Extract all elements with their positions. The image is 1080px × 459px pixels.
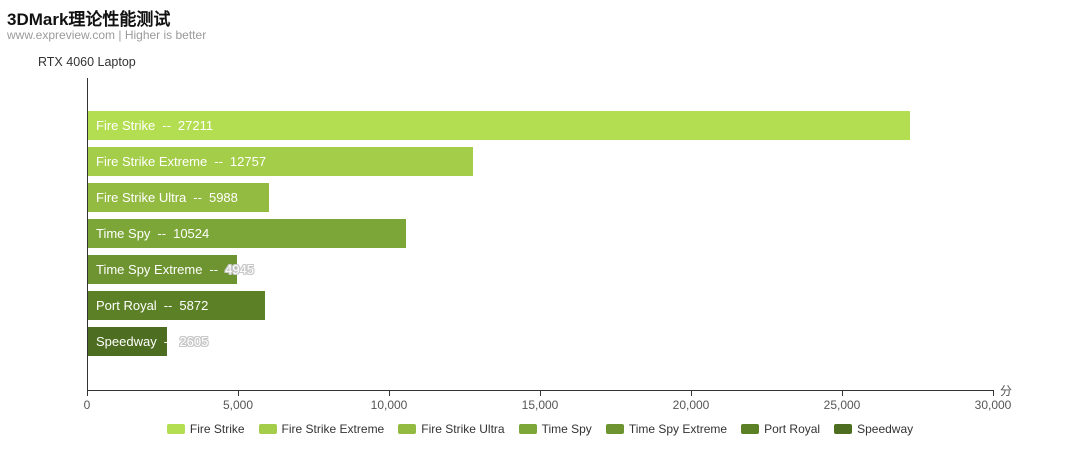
bar-label-name: Fire Strike	[96, 118, 156, 133]
legend-swatch-fire-strike-ultra	[398, 424, 417, 434]
x-tick-label-15-000: 15,000	[521, 398, 559, 412]
legend-item-speedway[interactable]: Speedway	[834, 422, 913, 436]
x-tick-label-25-000: 25,000	[823, 398, 861, 412]
x-tick-label-20-000: 20,000	[672, 398, 710, 412]
bar-fire-strike[interactable]	[88, 111, 910, 140]
bar-speedway[interactable]	[88, 327, 167, 356]
x-tick-0	[87, 391, 88, 396]
legend-swatch-port-royal	[741, 424, 760, 434]
legend-label-fire-strike-ultra: Fire Strike Ultra	[421, 422, 505, 436]
bar-fire-strike-extreme[interactable]	[88, 147, 473, 176]
bar-label-value: 2605	[179, 334, 209, 349]
bar-label-name: Speedway	[96, 334, 157, 349]
bar-label-name: Port Royal	[96, 298, 157, 313]
legend-item-port-royal[interactable]: Port Royal	[741, 422, 820, 436]
legend-label-port-royal: Port Royal	[764, 422, 821, 436]
x-tick-10-000	[389, 391, 390, 396]
x-tick-5-000	[238, 391, 239, 396]
x-axis-line	[87, 390, 994, 391]
bar-fire-strike-ultra[interactable]	[88, 183, 269, 212]
bar-time-spy[interactable]	[88, 219, 406, 248]
x-tick-20-000	[691, 391, 692, 396]
bar-time-spy-extreme[interactable]	[88, 255, 237, 284]
bar-label-time-spy-extreme: Time Spy Extreme -- 4945	[96, 255, 254, 284]
bar-row-time-spy-extreme: Time Spy Extreme -- 4945	[88, 255, 1008, 284]
legend-label-fire-strike-extreme: Fire Strike Extreme	[281, 422, 385, 436]
legend-swatch-fire-strike	[166, 424, 185, 434]
bar-label-separator: --	[209, 262, 219, 277]
legend-swatch-speedway	[834, 424, 853, 434]
bar-label-separator: --	[162, 118, 171, 133]
legend-label-time-spy: Time Spy	[541, 422, 592, 436]
legend-item-fire-strike[interactable]: Fire Strike	[166, 422, 245, 436]
bar-label-separator: --	[163, 298, 173, 313]
bar-label-name: Fire Strike Extreme	[96, 154, 208, 169]
chart-subtitle: www.expreview.com | Higher is better	[7, 28, 207, 42]
bar-label-name: Time Spy	[96, 226, 151, 241]
x-tick-label-5-000: 5,000	[222, 398, 254, 412]
legend-item-time-spy[interactable]: Time Spy	[518, 422, 592, 436]
bar-label-separator: --	[157, 226, 167, 241]
legend-swatch-fire-strike-extreme	[258, 424, 277, 434]
x-tick-label-0: 0	[83, 398, 91, 412]
legend-label-speedway: Speedway	[857, 422, 914, 436]
bar-label-fire-strike-extreme: Fire Strike Extreme -- 12757	[96, 147, 266, 176]
bar-label-separator: --	[214, 154, 223, 169]
bar-row-fire-strike-extreme: Fire Strike Extreme -- 12757	[88, 147, 1008, 176]
legend: Fire Strike Fire Strike Extreme Fire Strik…	[0, 422, 1080, 436]
bar-label-name: Fire Strike Ultra	[96, 190, 187, 205]
bar-label-value: 5988	[208, 190, 238, 205]
bar-row-time-spy: Time Spy -- 10524	[88, 219, 1008, 248]
bar-row-port-royal: Port Royal -- 5872	[88, 291, 1008, 320]
x-tick-15-000	[540, 391, 541, 396]
x-axis-unit-label: 分	[1000, 384, 1013, 398]
bar-label-value: 27211	[177, 118, 214, 133]
bar-row-fire-strike: Fire Strike -- 27211	[88, 111, 1008, 140]
x-tick-30-000	[993, 391, 994, 396]
bar-label-fire-strike: Fire Strike -- 27211	[96, 111, 213, 140]
bar-label-value: 10524	[173, 226, 210, 241]
bar-label-value: 12757	[229, 154, 267, 169]
bar-label-value: 5872	[179, 298, 209, 313]
bar-port-royal[interactable]	[88, 291, 265, 320]
y-axis-line	[87, 78, 88, 390]
bar-label-port-royal: Port Royal -- 5872	[96, 291, 208, 320]
legend-swatch-time-spy	[518, 424, 537, 434]
x-tick-25-000	[842, 391, 843, 396]
bar-row-speedway: Speedway -- 2605	[88, 327, 1008, 356]
legend-label-fire-strike: Fire Strike	[189, 422, 245, 436]
bar-label-separator: --	[163, 334, 173, 349]
bar-row-fire-strike-ultra: Fire Strike Ultra -- 5988	[88, 183, 1008, 212]
bar-label-separator: --	[193, 190, 202, 205]
legend-item-time-spy-extreme[interactable]: Time Spy Extreme	[605, 422, 728, 436]
bar-label-time-spy: Time Spy -- 10524	[96, 219, 209, 248]
bar-label-name: Time Spy Extreme	[96, 262, 203, 277]
chart-title: 3DMark理论性能测试	[7, 10, 171, 29]
bar-label-speedway: Speedway -- 2605	[96, 327, 208, 356]
series-label: RTX 4060 Laptop	[38, 55, 136, 69]
bar-label-value: 4945	[225, 262, 255, 277]
legend-label-time-spy-extreme: Time Spy Extreme	[628, 422, 728, 436]
bar-label-fire-strike-ultra: Fire Strike Ultra -- 5988	[96, 183, 238, 212]
legend-item-fire-strike-ultra[interactable]: Fire Strike Ultra	[398, 422, 505, 436]
legend-swatch-time-spy-extreme	[605, 424, 624, 434]
x-tick-label-10-000: 10,000	[370, 398, 408, 412]
x-tick-label-30-000: 30,000	[974, 398, 1012, 412]
legend-item-fire-strike-extreme[interactable]: Fire Strike Extreme	[258, 422, 385, 436]
